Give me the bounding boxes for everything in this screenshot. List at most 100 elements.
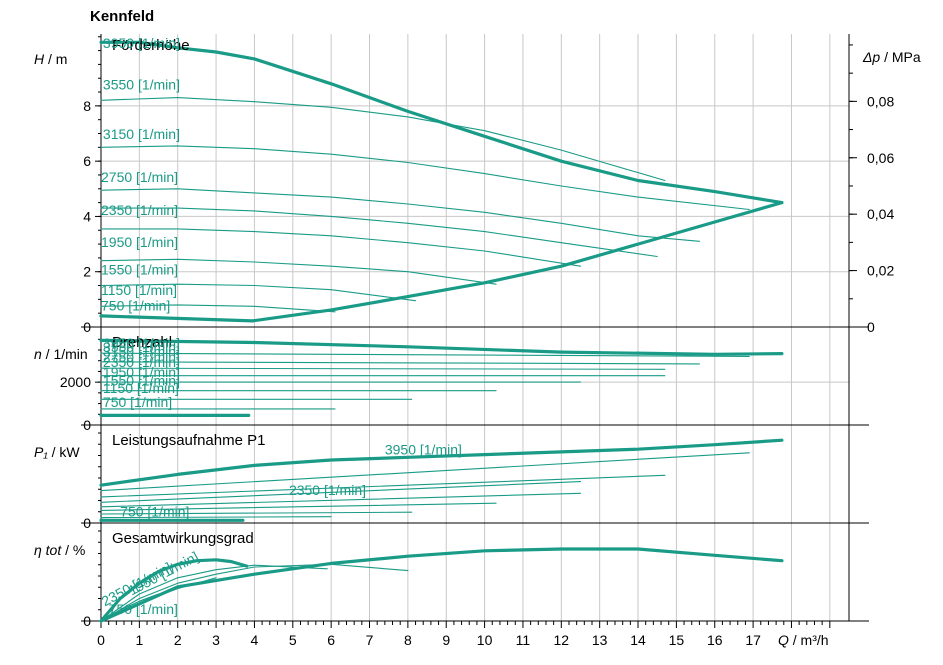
curve-label: 3150 [1/min] (103, 126, 180, 142)
y-axis-variable: n (34, 346, 42, 362)
y2-tick-label: 0,08 (867, 93, 894, 109)
x-tick-label: 13 (592, 632, 608, 648)
x-tick-label: 7 (366, 632, 374, 648)
y2-axis-variable: Δp (862, 49, 880, 65)
chart-title: Kennfeld (90, 8, 154, 25)
series-line (100, 452, 750, 492)
curve-label: 2750 [1/min] (101, 169, 178, 185)
y-axis-variable: P₁ (34, 444, 48, 460)
curve-label: 750 [1/min] (101, 297, 170, 313)
curve-label: 2350 [1/min] (101, 202, 178, 218)
series-line (100, 577, 217, 622)
y-axis-variable: H (34, 51, 45, 67)
series-line (100, 352, 750, 357)
series-line (100, 563, 409, 622)
x-tick-label: 8 (404, 632, 412, 648)
curve-label: 2750 [1/min] (103, 349, 180, 365)
x-tick-label: 4 (251, 632, 259, 648)
curve-label: 1950 [1/min] (103, 364, 180, 380)
series-line (100, 228, 582, 267)
series-line (100, 188, 700, 242)
series-line (100, 145, 750, 211)
series-line (100, 511, 413, 515)
y-axis-label: n / 1/min (34, 346, 88, 362)
x-tick-label: 14 (630, 632, 646, 648)
panel-name: Gesamtwirkungsgrad (112, 530, 254, 547)
x-tick-label: 3 (212, 632, 220, 648)
x-tick-label: 2 (174, 632, 182, 648)
series-line (100, 564, 328, 622)
series-line (100, 97, 666, 182)
series-line (100, 492, 582, 508)
curve-label: 750 [1/min] (120, 504, 189, 520)
y-axis-unit: / 1/min (42, 346, 88, 362)
panel-name: Förderhöhe (112, 37, 190, 54)
curve-label: 1550 [1/min] (101, 261, 178, 277)
series-line (100, 481, 582, 503)
x-tick-label: 15 (669, 632, 685, 648)
series-line (99, 314, 255, 323)
y-tick-label: 2000 (60, 374, 91, 390)
y2-tick-label: 0,04 (867, 206, 894, 222)
y-axis-label: P₁ / kW (34, 444, 80, 460)
series-line (100, 304, 336, 313)
series-line (100, 502, 497, 511)
x-tick-label: 17 (745, 632, 761, 648)
series-line (100, 361, 700, 365)
series-line (99, 547, 784, 623)
y-axis-label: H / m (34, 51, 67, 67)
curve-label: 1150 [1/min] (101, 282, 177, 298)
x-axis-variable: Q (778, 632, 789, 648)
y2-tick-label: 0,06 (867, 150, 894, 166)
y-tick-label: 8 (83, 98, 91, 114)
curve-label: 1950 [1/min] (101, 234, 178, 250)
x-tick-label: 5 (289, 632, 297, 648)
x-axis-unit: / m³/h (789, 632, 829, 648)
y-axis-variable: η tot (34, 542, 62, 558)
panel-name: Leistungsaufnahme P1 (112, 432, 265, 449)
y2-axis-unit: / MPa (880, 49, 921, 65)
series-layer (99, 40, 784, 623)
curve-label: 750 [1/min] (103, 394, 172, 410)
y-axis-unit: / kW (48, 444, 81, 460)
x-tick-label: 1 (135, 632, 143, 648)
series-line (100, 367, 666, 370)
curve-label: 3550 [1/min] (103, 76, 180, 92)
series-line (100, 593, 160, 622)
curve-label: 3950 [1/min] (103, 335, 180, 351)
curve-label: 2350 [1/min] (289, 482, 366, 498)
y-tick-label: 4 (83, 208, 91, 224)
x-tick-label: 12 (554, 632, 570, 648)
curve-label: 1550 [1/min] (103, 372, 180, 388)
x-tick-label: 11 (516, 632, 531, 648)
curve-label: 1150 [1/min] (103, 380, 179, 396)
series-line (99, 40, 784, 205)
series-line (99, 338, 784, 356)
y2-tick-label: 0 (867, 319, 875, 335)
y-tick-label: 2 (83, 264, 91, 280)
x-tick-label: 6 (327, 632, 335, 648)
y2-tick-label: 0,02 (867, 263, 894, 279)
panel-name: Drehzahl (112, 334, 172, 351)
x-tick-label: 0 (97, 632, 105, 648)
series-line (250, 201, 784, 323)
curve-label: 3150 [1/min] (103, 343, 180, 359)
y-axis-label: η tot / % (34, 542, 85, 558)
curve-label: 2350 [1/min] (103, 354, 180, 370)
series-line (99, 558, 249, 623)
y2-axis-label: Δp / MPa (862, 49, 921, 65)
y-tick-label: 6 (83, 153, 91, 169)
curve-label: 3950 [1/min] (385, 442, 462, 458)
x-tick-label: 9 (442, 632, 450, 648)
series-line (100, 516, 332, 519)
series-line (100, 474, 666, 498)
series-line (100, 283, 417, 302)
curve-label: 750 [1/min] (109, 601, 178, 617)
series-line (100, 207, 658, 258)
x-tick-label: 10 (477, 632, 493, 648)
y-axis-unit: / m (44, 51, 67, 67)
curve-label: 3550 [1/min] (103, 339, 180, 355)
series-line (99, 438, 784, 487)
